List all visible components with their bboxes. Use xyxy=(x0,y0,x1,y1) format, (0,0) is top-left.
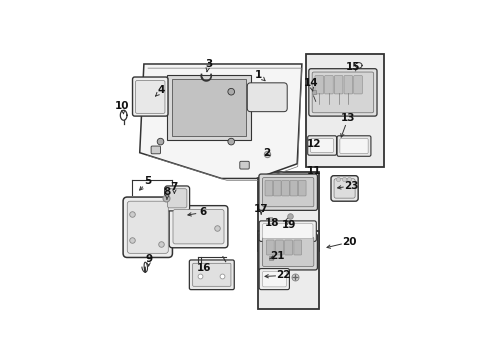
FancyBboxPatch shape xyxy=(266,240,274,255)
FancyBboxPatch shape xyxy=(330,176,357,201)
FancyBboxPatch shape xyxy=(262,271,286,287)
Text: 12: 12 xyxy=(306,139,321,149)
FancyBboxPatch shape xyxy=(259,269,289,290)
Text: 3: 3 xyxy=(204,59,212,69)
FancyBboxPatch shape xyxy=(262,177,313,207)
FancyBboxPatch shape xyxy=(239,161,249,169)
Polygon shape xyxy=(140,64,301,179)
FancyBboxPatch shape xyxy=(259,174,317,210)
FancyBboxPatch shape xyxy=(273,180,281,196)
Circle shape xyxy=(227,89,234,95)
FancyBboxPatch shape xyxy=(169,206,227,248)
Circle shape xyxy=(227,138,234,145)
Text: 10: 10 xyxy=(115,100,129,111)
Text: 22: 22 xyxy=(276,270,290,280)
FancyBboxPatch shape xyxy=(264,180,272,196)
Text: 4: 4 xyxy=(157,85,165,95)
FancyBboxPatch shape xyxy=(333,179,354,198)
FancyBboxPatch shape xyxy=(339,139,367,153)
Text: 1: 1 xyxy=(255,70,262,80)
FancyBboxPatch shape xyxy=(336,136,370,156)
Polygon shape xyxy=(167,75,250,140)
Text: 15: 15 xyxy=(345,62,360,72)
FancyBboxPatch shape xyxy=(259,221,316,242)
Text: 2: 2 xyxy=(263,148,270,158)
FancyBboxPatch shape xyxy=(311,72,373,113)
FancyBboxPatch shape xyxy=(247,83,286,112)
FancyBboxPatch shape xyxy=(173,210,224,244)
Circle shape xyxy=(157,89,163,95)
FancyBboxPatch shape xyxy=(314,76,323,94)
FancyBboxPatch shape xyxy=(167,189,186,208)
Text: 11: 11 xyxy=(306,166,321,176)
FancyBboxPatch shape xyxy=(262,237,313,266)
Text: 8: 8 xyxy=(163,186,171,197)
FancyBboxPatch shape xyxy=(192,263,230,286)
Text: 20: 20 xyxy=(341,237,356,247)
Text: 7: 7 xyxy=(170,183,178,192)
Bar xyxy=(305,54,383,167)
Polygon shape xyxy=(171,79,246,136)
FancyBboxPatch shape xyxy=(298,180,305,196)
Text: 21: 21 xyxy=(269,251,284,261)
FancyBboxPatch shape xyxy=(284,240,292,255)
FancyBboxPatch shape xyxy=(132,77,168,116)
Text: 16: 16 xyxy=(196,263,211,273)
Text: 13: 13 xyxy=(340,113,355,123)
FancyBboxPatch shape xyxy=(262,224,312,239)
Text: 23: 23 xyxy=(343,181,358,191)
FancyBboxPatch shape xyxy=(275,240,283,255)
FancyBboxPatch shape xyxy=(127,201,168,253)
FancyBboxPatch shape xyxy=(281,180,289,196)
FancyBboxPatch shape xyxy=(123,197,172,257)
FancyBboxPatch shape xyxy=(310,139,333,152)
Text: 14: 14 xyxy=(303,78,318,89)
FancyBboxPatch shape xyxy=(164,186,189,211)
FancyBboxPatch shape xyxy=(307,136,336,155)
FancyBboxPatch shape xyxy=(344,76,352,94)
FancyBboxPatch shape xyxy=(293,240,301,255)
FancyBboxPatch shape xyxy=(324,76,332,94)
FancyBboxPatch shape xyxy=(289,180,297,196)
Text: 17: 17 xyxy=(253,204,268,214)
Bar xyxy=(258,231,319,309)
Circle shape xyxy=(157,138,163,145)
Text: 18: 18 xyxy=(264,219,279,228)
FancyBboxPatch shape xyxy=(259,234,317,270)
FancyBboxPatch shape xyxy=(151,146,160,154)
FancyBboxPatch shape xyxy=(189,260,234,290)
FancyBboxPatch shape xyxy=(135,81,164,113)
FancyBboxPatch shape xyxy=(334,76,342,94)
Text: 19: 19 xyxy=(282,220,296,230)
Bar xyxy=(258,172,319,251)
Text: 5: 5 xyxy=(144,176,151,186)
Text: 6: 6 xyxy=(200,207,207,217)
FancyBboxPatch shape xyxy=(308,69,376,116)
FancyBboxPatch shape xyxy=(353,76,362,94)
Text: 9: 9 xyxy=(145,255,152,264)
